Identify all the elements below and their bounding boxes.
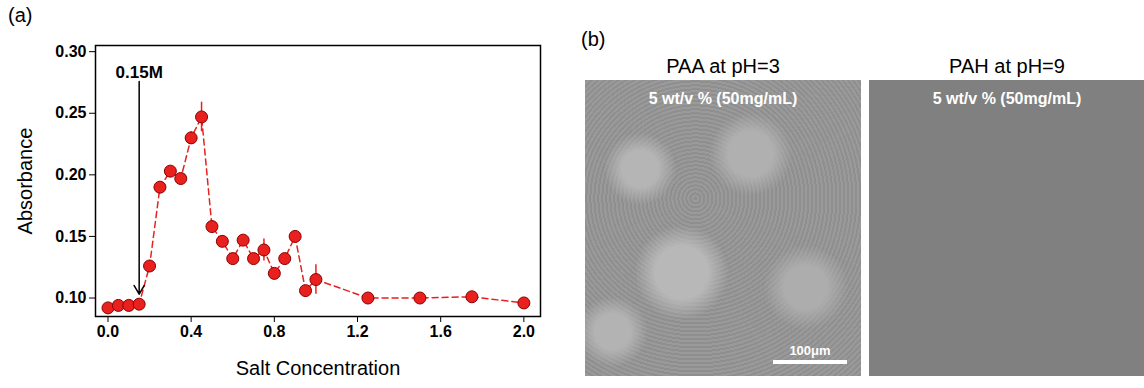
svg-text:0.15: 0.15 [55, 228, 86, 245]
svg-text:0.4: 0.4 [180, 323, 202, 340]
svg-text:Salt Concentration: Salt Concentration [236, 357, 401, 379]
svg-text:1.2: 1.2 [346, 323, 368, 340]
svg-text:0.20: 0.20 [55, 166, 86, 183]
svg-text:0.25: 0.25 [55, 104, 86, 121]
svg-text:0.10: 0.10 [55, 289, 86, 306]
html-text:5 wt/v % (50mg/mL): 5 wt/v % (50mg/mL) [648, 90, 798, 107]
svg-text:0.0: 0.0 [97, 323, 119, 340]
svg-text:0.15M: 0.15M [116, 63, 163, 82]
svg-text:0.30: 0.30 [55, 43, 86, 60]
svg-text:0.8: 0.8 [263, 323, 285, 340]
svg-text:2.0: 2.0 [513, 323, 535, 340]
svg-text:1.6: 1.6 [430, 323, 452, 340]
html-text:(a): (a) [8, 4, 33, 26]
html-text:PAH at pH=9: PAH at pH=9 [949, 55, 1065, 77]
svg-text:Absorbance: Absorbance [14, 128, 36, 235]
html-text:PAA at pH=3: PAA at pH=3 [666, 55, 780, 77]
html-text:100μm: 100μm [789, 343, 831, 358]
html-text:5 wt/v % (50mg/mL): 5 wt/v % (50mg/mL) [932, 90, 1082, 107]
html-text:(b): (b) [581, 28, 606, 50]
